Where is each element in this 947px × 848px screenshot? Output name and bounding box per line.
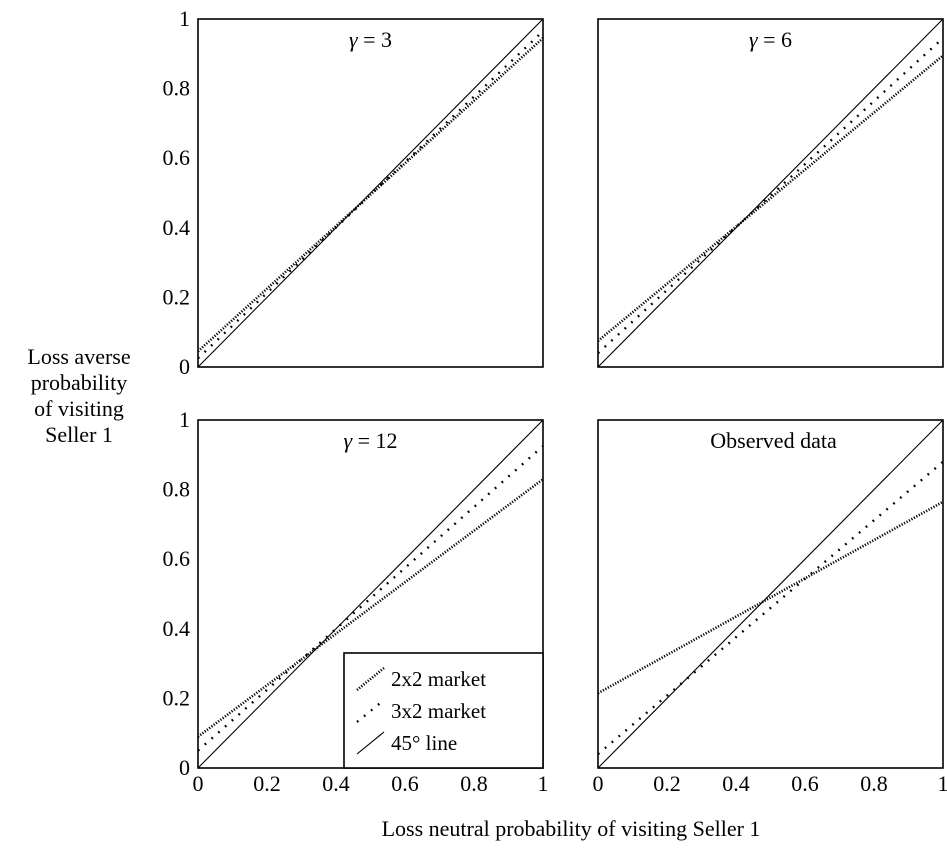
series-line-2x2-market (598, 54, 943, 342)
panel-title-symbol: γ (343, 428, 353, 453)
y-tick-label: 0 (179, 755, 190, 780)
y-tick-label: 1 (179, 6, 190, 31)
series-group (598, 420, 943, 768)
panel-title-value: = 6 (758, 27, 792, 52)
series-group (198, 420, 543, 768)
legend-label: 45° line (391, 731, 457, 755)
x-tick-label: 0.2 (253, 771, 281, 796)
series-group (198, 19, 543, 367)
y-tick-label: 0.6 (163, 145, 191, 170)
panel-title: Observed data (710, 428, 837, 453)
y-axis-label-line-2: probability (31, 370, 128, 395)
x-axis-label: Loss neutral probability of visiting Sel… (382, 816, 761, 841)
panel-title-value: = 3 (358, 27, 392, 52)
legend-label: 2x2 market (391, 667, 486, 691)
legend-box (343, 652, 544, 769)
x-tick-label: 0.8 (460, 771, 488, 796)
series-group (598, 19, 943, 367)
panel-title-value: = 12 (352, 428, 397, 453)
panels-group: γ = 300.20.40.60.81γ = 6γ = 1200.20.40.6… (163, 6, 947, 796)
series-line-45deg-line (198, 420, 543, 768)
y-tick-label: 0.2 (163, 685, 191, 710)
x-tick-label: 0.4 (322, 771, 350, 796)
panel-title-symbol: γ (349, 27, 359, 52)
series-line-2x2-market (198, 478, 543, 738)
panel-2: γ = 6 (597, 18, 944, 368)
y-tick-label: 1 (179, 407, 190, 432)
y-tick-label: 0.2 (163, 284, 191, 309)
legend-swatch (356, 666, 385, 692)
y-tick-label: 0.4 (163, 215, 191, 240)
x-tick-label: 0.6 (791, 771, 819, 796)
x-tick-label: 0 (193, 771, 204, 796)
y-axis-label-line-3: of visiting (34, 396, 124, 421)
series-line-45deg-line (198, 19, 543, 367)
panel-1: γ = 3 0 0.2 0.4 0.6 0.8 1 (163, 6, 544, 379)
panel-title: γ = 6 (749, 27, 792, 52)
series-line-45deg-line (598, 19, 943, 367)
y-tick-label: 0.6 (163, 546, 191, 571)
panel-frame (597, 18, 944, 368)
panel-title: γ = 3 (349, 27, 392, 52)
y-axis-label-line-4: Seller 1 (45, 422, 113, 447)
x-tick-label: 0.4 (722, 771, 750, 796)
x-tick-label: 0.6 (391, 771, 419, 796)
panel-title: γ = 12 (343, 428, 397, 453)
y-tick-label: 0.8 (163, 477, 191, 502)
y-axis-label-line-1: Loss averse (27, 344, 130, 369)
x-tick-label: 0.8 (860, 771, 888, 796)
panel-frame (597, 419, 944, 769)
series-line-2x2-market (598, 500, 943, 695)
legend-swatch (356, 731, 385, 755)
x-tick-label: 0 (593, 771, 604, 796)
y-tick-label: 0 (179, 354, 190, 379)
y-tick-label: 0.4 (163, 616, 191, 641)
panel-4: Observed data 0 0.2 0.4 0.6 0.8 1 (593, 419, 947, 796)
panel-title-symbol: γ (749, 27, 759, 52)
y-tick-label: 0.8 (163, 76, 191, 101)
x-tick-label: 1 (938, 771, 947, 796)
x-tick-label: 0.2 (653, 771, 681, 796)
series-line-2x2-market (198, 37, 543, 353)
legend: 2x2 market 3x2 market 45° line (343, 652, 544, 769)
series-line-3x2-market (198, 30, 543, 360)
series-line-3x2-market (598, 37, 943, 354)
series-line-45deg-line (598, 420, 943, 768)
legend-label: 3x2 market (391, 699, 486, 723)
panel-frame (197, 18, 544, 368)
x-tick-label: 1 (538, 771, 549, 796)
series-line-3x2-market (598, 460, 943, 756)
